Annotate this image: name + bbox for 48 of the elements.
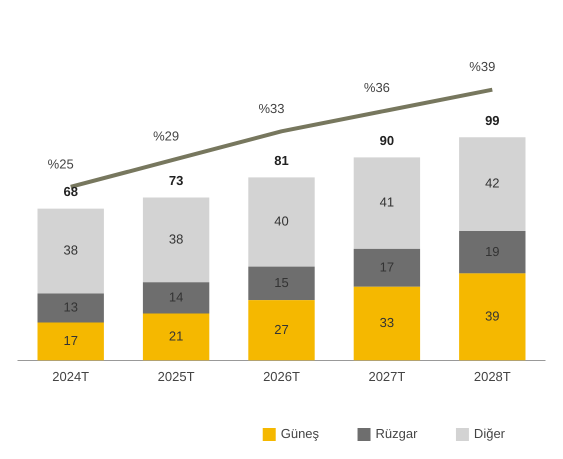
x-tick-label: 2025T [158,368,195,384]
data-label: 17 [380,259,394,274]
bar [38,208,104,294]
data-label: 17 [63,333,78,348]
data-label: 40 [274,214,289,229]
bar [248,177,315,267]
bar [354,286,420,360]
bar [459,137,526,231]
data-label: 33 [380,315,394,330]
x-tick-label: 2026T [263,368,300,384]
data-label: 27 [274,322,289,337]
bar [142,282,210,314]
legend-label: Güneş [280,426,320,442]
total-label: 73 [168,173,184,188]
data-label: 13 [63,300,78,315]
legend-label: Rüzgar [376,426,418,442]
data-label: 21 [168,328,184,344]
data-label: 19 [485,244,500,259]
total-label: 90 [380,132,394,148]
data-label: %29 [153,128,180,144]
x-tick-label: 2024T [52,368,90,384]
total-label: 99 [485,112,500,128]
bar [38,293,104,322]
data-label: 38 [168,231,184,246]
data-label: 41 [380,194,394,210]
bar [248,266,315,300]
x-tick-label: 2028T [474,368,511,384]
data-label: %39 [469,59,496,74]
data-label: %36 [364,80,390,96]
bar [459,230,526,274]
data-label: 42 [485,176,500,191]
legend-label: Diğer [474,426,506,442]
bar [38,322,104,360]
data-label: 14 [168,290,184,304]
x-tick-label: 2027T [368,368,406,384]
data-label: 38 [63,242,78,258]
bar [354,248,420,287]
data-label: 15 [274,274,289,290]
data-label: 39 [485,308,500,324]
bar [354,157,420,249]
bar [459,273,526,360]
total-label: 81 [274,153,289,168]
bar [142,314,210,360]
data-label: %25 [48,156,74,172]
bar [248,300,315,360]
data-label: %33 [258,100,285,116]
bar [142,198,210,282]
total-label: 68 [63,184,78,200]
